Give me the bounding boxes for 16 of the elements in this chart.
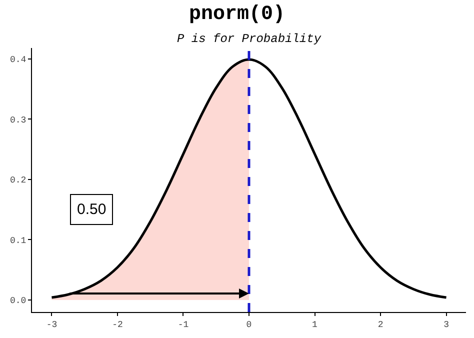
y-tick-label: 0.2 — [10, 176, 26, 186]
x-tick-label: 1 — [312, 320, 318, 330]
chart-title: pnorm(0) — [188, 3, 286, 26]
y-tick-label: 0.0 — [10, 296, 26, 306]
annotation: 0.50 — [77, 201, 106, 218]
x-tick-label: 3 — [444, 320, 449, 330]
y-tick-label: 0.1 — [10, 236, 26, 246]
x-tick-label: 2 — [378, 320, 384, 330]
x-tick-label: -3 — [46, 320, 58, 330]
line-series — [50, 58, 448, 299]
x-tick-label: 0 — [246, 320, 252, 330]
x-tick-label: -1 — [178, 320, 189, 330]
chart-subtitle: P is for Probability — [177, 32, 322, 46]
y-tick-label: 0.3 — [10, 115, 26, 126]
x-tick-label: -2 — [112, 320, 123, 330]
y-tick-label: 0.4 — [10, 55, 26, 65]
